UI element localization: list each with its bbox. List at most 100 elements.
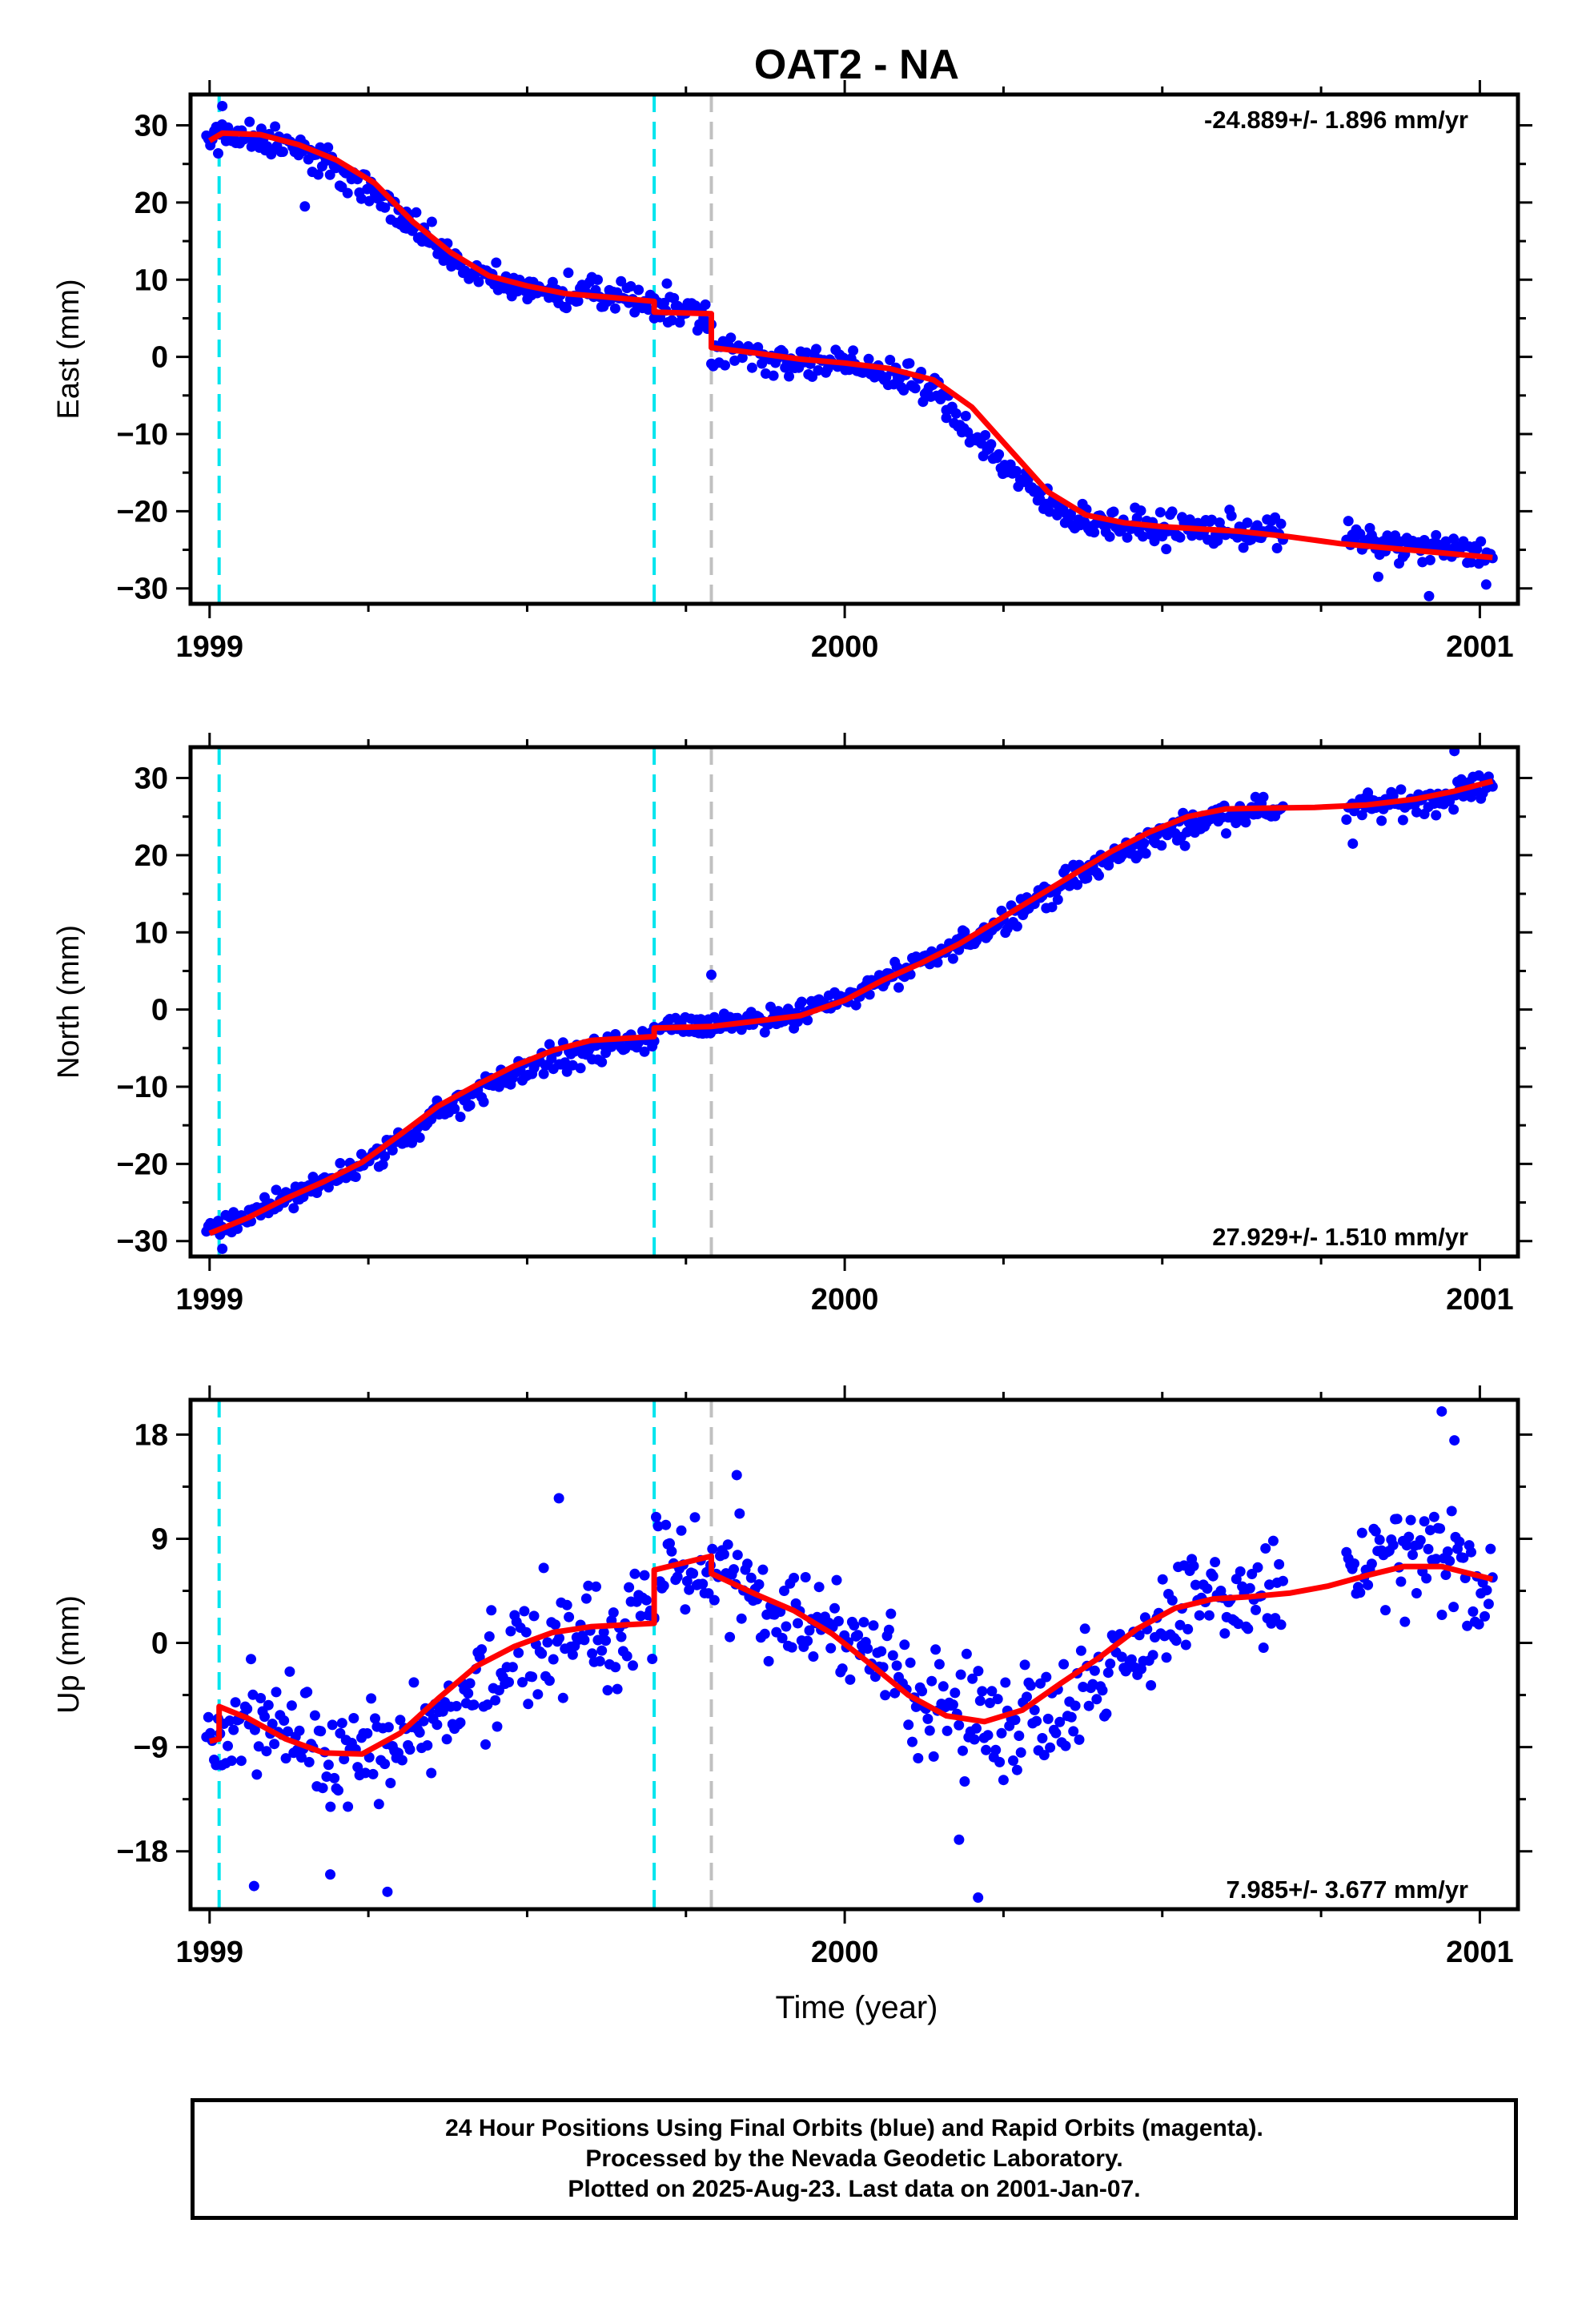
data-point — [905, 1657, 916, 1668]
data-point — [1275, 1619, 1287, 1630]
data-point — [596, 1056, 608, 1068]
data-point — [1424, 1525, 1435, 1536]
data-point — [242, 1703, 253, 1715]
data-point — [432, 1719, 443, 1731]
data-point — [253, 1741, 264, 1752]
data-point — [930, 1644, 942, 1655]
data-point — [924, 1725, 935, 1736]
data-point — [367, 1768, 379, 1779]
data-point — [520, 1626, 532, 1638]
y-tick-label: 10 — [135, 916, 168, 950]
data-point — [781, 1621, 792, 1632]
data-point — [969, 1734, 980, 1745]
data-point — [299, 201, 311, 212]
data-point — [720, 360, 730, 371]
data-point — [1431, 810, 1442, 821]
data-point — [904, 358, 915, 369]
data-point — [1105, 1659, 1116, 1669]
data-point — [779, 1586, 789, 1596]
data-point — [261, 1746, 272, 1757]
trend-line — [207, 130, 1493, 561]
y-tick-label: −10 — [117, 418, 168, 452]
data-point — [907, 1736, 917, 1747]
data-point — [217, 1243, 228, 1254]
data-point — [883, 1624, 894, 1635]
data-point — [564, 1611, 575, 1622]
up-panel: 1999 2000 2001 −18 −9 0 9 18 Up (mm) 7.985+/- 3.6… — [52, 1385, 1532, 1969]
data-point — [652, 1521, 664, 1532]
data-point — [1483, 1598, 1494, 1610]
data-point — [1419, 1516, 1430, 1527]
data-point — [954, 1834, 965, 1845]
data-point — [1058, 1659, 1070, 1670]
data-point — [490, 1695, 501, 1706]
y-tick-label: −30 — [117, 573, 168, 606]
data-point — [928, 1751, 939, 1762]
data-point — [321, 1771, 332, 1782]
y-tick-label: 0 — [151, 1627, 168, 1661]
data-point — [1089, 527, 1100, 538]
data-point — [336, 1718, 347, 1729]
data-point — [759, 1027, 770, 1038]
data-point — [1161, 544, 1172, 555]
data-point — [523, 1699, 534, 1710]
x-tick-label: 2000 — [811, 630, 879, 664]
data-point — [669, 292, 680, 304]
data-point — [1349, 1558, 1359, 1569]
y-tick-label: 30 — [135, 762, 168, 796]
data-point — [639, 1046, 650, 1057]
data-point — [557, 1692, 568, 1703]
data-point — [1251, 1604, 1261, 1615]
data-point — [753, 1579, 765, 1590]
data-point — [1278, 1575, 1288, 1586]
data-point — [323, 1182, 334, 1193]
data-point — [707, 1543, 718, 1554]
data-point — [793, 1618, 803, 1629]
data-point — [725, 332, 737, 344]
data-point — [1022, 1691, 1032, 1703]
data-point — [1101, 1708, 1112, 1719]
data-point — [1010, 1715, 1021, 1726]
data-point — [325, 1801, 336, 1812]
data-point — [981, 1744, 992, 1755]
data-point — [519, 1606, 530, 1617]
data-point — [1391, 1514, 1403, 1525]
data-point — [224, 1715, 235, 1727]
x-tick-label: 2001 — [1446, 1936, 1514, 1969]
data-point — [486, 1605, 497, 1616]
data-point — [1210, 1557, 1221, 1568]
data-point — [1060, 1740, 1071, 1751]
data-point — [1122, 532, 1133, 543]
data-point — [527, 1671, 538, 1683]
data-point — [437, 1706, 448, 1717]
data-point — [1066, 509, 1076, 519]
data-point — [363, 1751, 375, 1763]
data-point — [1431, 1554, 1442, 1565]
data-point — [706, 969, 717, 980]
data-point — [994, 448, 1005, 460]
data-point — [591, 1581, 601, 1592]
data-point — [411, 207, 422, 218]
north-panel: 1999 2000 2001 −30 −20 −10 0 10 20 30 North (mm) 27… — [52, 733, 1532, 1317]
data-point — [808, 1651, 819, 1662]
data-point — [1132, 850, 1143, 861]
data-point — [1258, 1642, 1269, 1653]
data-point — [891, 1660, 902, 1671]
data-point — [1202, 1583, 1213, 1594]
data-point — [1374, 1534, 1385, 1546]
data-point — [296, 1752, 307, 1763]
plot-frame — [188, 1397, 1520, 1912]
data-point — [1399, 1616, 1411, 1627]
data-point — [1019, 1659, 1030, 1671]
data-point — [1054, 1716, 1066, 1727]
data-point — [246, 1654, 256, 1665]
data-point — [825, 1642, 837, 1654]
data-point — [1411, 806, 1422, 818]
data-point — [1207, 514, 1217, 525]
y-axis-label: North (mm) — [52, 925, 86, 1079]
data-point — [366, 1693, 377, 1704]
data-point — [689, 1512, 701, 1523]
data-point — [628, 1660, 638, 1671]
data-point — [1466, 557, 1476, 568]
data-point — [974, 1695, 986, 1707]
